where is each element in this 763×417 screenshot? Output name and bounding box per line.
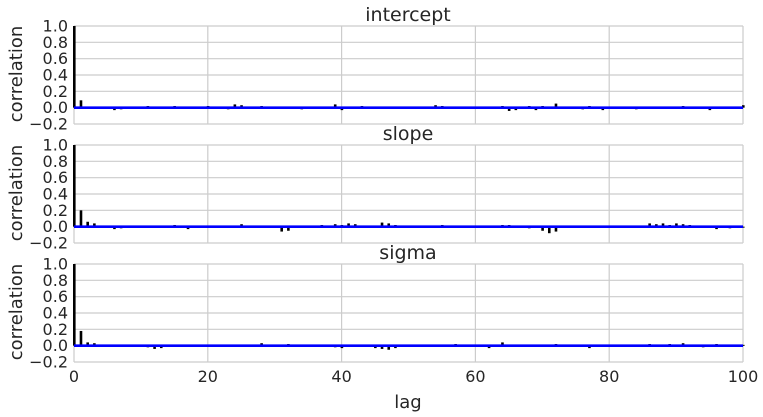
acf-bar	[547, 226, 551, 234]
y-axis-label: correlation	[6, 26, 27, 123]
y-axis-label: correlation	[6, 145, 27, 242]
y-tick-label: 0.2	[43, 82, 68, 101]
gridlines	[73, 263, 744, 363]
acf-bar	[380, 222, 384, 227]
acf-bar	[742, 105, 745, 108]
acf-bar	[554, 103, 558, 108]
acf-bar	[287, 226, 290, 231]
y-tick-label: 1.0	[43, 17, 68, 36]
acf-bar	[93, 223, 96, 227]
y-tick-label: 0.8	[43, 33, 68, 52]
acf-bar	[541, 226, 544, 231]
y-tick-label: 0.4	[43, 66, 68, 85]
acf-bar	[742, 344, 745, 346]
y-tick-label: −0.2	[29, 115, 68, 134]
acf-bar	[280, 226, 283, 232]
y-tick-label: 0.0	[43, 98, 68, 117]
y-tick-label: 0.2	[43, 320, 68, 339]
acf-bar	[86, 221, 89, 227]
y-tick-labels: 1.00.80.60.40.20.0−0.2	[29, 255, 68, 372]
acf-bars	[73, 264, 745, 350]
acf-bar	[86, 342, 89, 346]
x-tick-label: 60	[465, 367, 485, 386]
acf-bars	[73, 26, 745, 111]
y-tick-label: 0.8	[43, 152, 68, 171]
acf-bar	[73, 26, 76, 108]
y-tick-label: 0.8	[43, 271, 68, 290]
y-tick-label: 0.6	[43, 287, 68, 306]
y-tick-label: −0.2	[29, 234, 68, 253]
x-axis-label: lag	[394, 392, 421, 413]
y-tick-labels: 1.00.80.60.40.20.0−0.2	[29, 17, 68, 134]
acf-bar	[387, 223, 391, 227]
acf-bar	[79, 210, 83, 227]
acf-bar	[554, 226, 558, 232]
acf-bars	[73, 145, 745, 234]
y-tick-label: 0.4	[43, 185, 68, 204]
acf-bar	[742, 226, 745, 228]
acf-bar	[153, 345, 156, 349]
panel-title: sigma	[379, 242, 436, 264]
y-tick-label: 0.0	[43, 217, 68, 236]
panel-sigma: sigma correlation 1.00.80.60.40.20.0−0.2…	[6, 242, 758, 386]
y-tick-label: 0.6	[43, 168, 68, 187]
y-axis-label: correlation	[6, 264, 27, 361]
acf-bar	[79, 330, 83, 346]
acf-bar	[79, 100, 83, 108]
x-tick-label: 20	[198, 367, 218, 386]
x-tick-labels: 0 20 40 60 80 100	[69, 367, 758, 386]
acf-bar	[333, 104, 337, 108]
acf-bar	[661, 223, 665, 227]
y-tick-label: 1.0	[43, 136, 68, 155]
panel-intercept: intercept correlation 1.00.80.60.40.20.0…	[6, 4, 745, 134]
y-tick-label: −0.2	[29, 353, 68, 372]
gridlines	[73, 25, 744, 125]
x-tick-label: 0	[69, 367, 79, 386]
acf-bar	[73, 145, 76, 227]
acf-bar	[675, 223, 678, 227]
acf-bar	[648, 223, 651, 227]
panel-title: slope	[383, 123, 434, 145]
acf-bar	[501, 342, 504, 346]
y-tick-label: 0.0	[43, 336, 68, 355]
x-tick-label: 80	[599, 367, 619, 386]
acf-bar	[347, 223, 350, 227]
acf-bar	[380, 345, 384, 349]
panel-slope: slope correlation 1.00.80.60.40.20.0−0.2	[6, 123, 745, 253]
x-tick-label: 100	[728, 367, 759, 386]
x-tick-label: 40	[331, 367, 351, 386]
y-tick-labels: 1.00.80.60.40.20.0−0.2	[29, 136, 68, 253]
y-tick-label: 0.2	[43, 201, 68, 220]
panel-title: intercept	[365, 4, 451, 26]
y-tick-label: 1.0	[43, 255, 68, 274]
acf-bar	[387, 345, 391, 350]
y-tick-label: 0.4	[43, 304, 68, 323]
acf-bar	[507, 107, 511, 111]
acf-bar	[73, 264, 76, 346]
y-tick-label: 0.6	[43, 49, 68, 68]
gridlines	[73, 144, 744, 244]
acf-bar	[233, 104, 237, 108]
